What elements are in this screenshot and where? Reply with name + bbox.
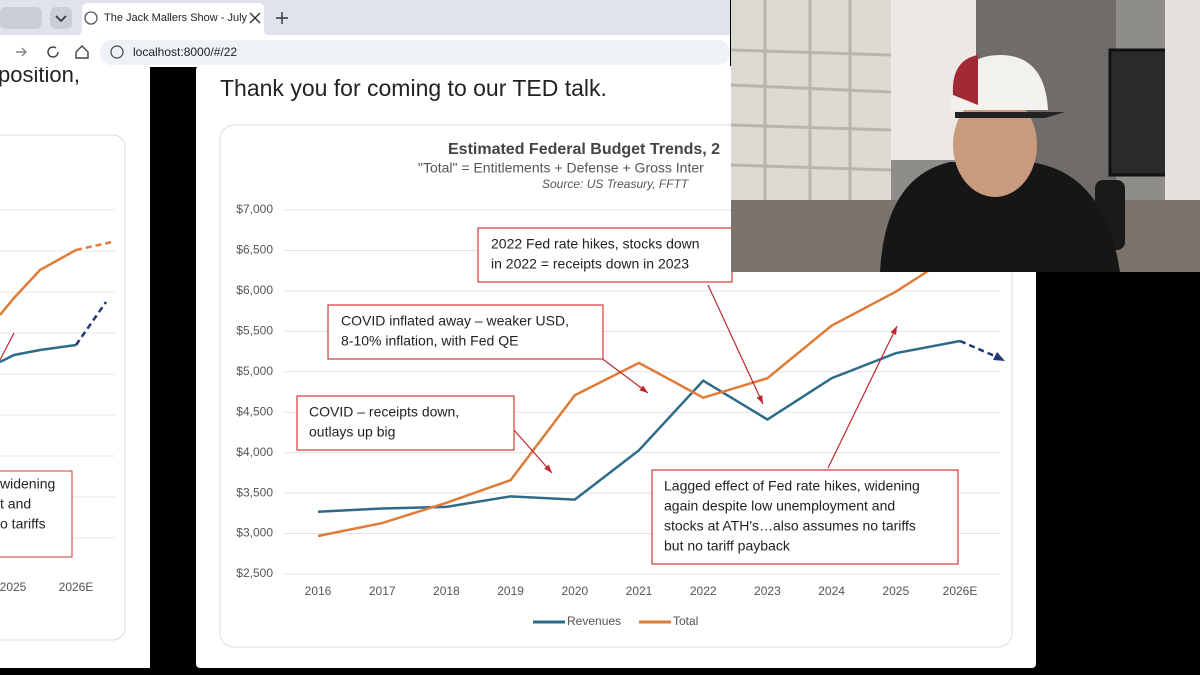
- annotation-arrow: [599, 356, 649, 394]
- annotation-box: [651, 469, 959, 565]
- chart-title: Estimated Federal Budget Trends, 2: [448, 141, 720, 158]
- annotation-text: 8-10% inflation, with Fed QE: [341, 333, 518, 349]
- y-tick-label: $4,500: [236, 404, 273, 418]
- left-annotation-text: widening: [0, 476, 55, 492]
- tab-group[interactable]: [0, 7, 42, 29]
- left-annotation-text: t and: [0, 496, 31, 512]
- x-tick-label: 2022: [690, 584, 717, 598]
- left-x-label: 2025: [0, 580, 27, 594]
- y-tick-label: $7,000: [236, 202, 273, 216]
- annotation-text: stocks at ATH's…also assumes no tariffs: [664, 518, 916, 534]
- new-tab[interactable]: [276, 12, 288, 24]
- tab-search-icon: [55, 15, 67, 23]
- annotation-text: Lagged effect of Fed rate hikes, widenin…: [664, 478, 920, 494]
- mirror: [1108, 48, 1172, 177]
- person-face: [953, 93, 1037, 197]
- annotation-text: but no tariff payback: [664, 538, 791, 554]
- annotation-box: [477, 227, 733, 283]
- annotation-text: COVID inflated away – weaker USD,: [341, 313, 569, 329]
- x-tick-label: 2017: [369, 584, 396, 598]
- annotation-arrowhead: [756, 395, 763, 404]
- y-tick-label: $6,000: [236, 283, 273, 297]
- y-tick-label: $5,500: [236, 324, 273, 338]
- left-arrow: [0, 332, 15, 361]
- url: localhost:8000/#/22: [133, 45, 237, 59]
- annotation-text: outlays up big: [309, 424, 395, 440]
- tab-search[interactable]: [50, 7, 72, 29]
- forward-button[interactable]: [16, 47, 27, 57]
- y-tick-label: $3,500: [236, 485, 273, 499]
- right-shelves: [1165, 0, 1200, 200]
- annotation-arrow: [513, 429, 553, 474]
- x-tick-label: 2026E: [943, 584, 978, 598]
- left-chart-card: [0, 134, 126, 641]
- x-tick-label: 2025: [882, 584, 909, 598]
- reload-button[interactable]: [47, 46, 59, 58]
- annotation-arrowhead: [890, 326, 897, 335]
- x-tick-label: 2021: [626, 584, 653, 598]
- tab-title: The Jack Mallers Show - July: [104, 12, 248, 24]
- chart-subtitle: "Total" = Entitlements + Defense + Gross…: [418, 160, 704, 176]
- slide-heading: Thank you for coming to our TED talk.: [220, 75, 607, 101]
- annotation-arrowhead: [544, 464, 552, 473]
- cap-side: [952, 55, 978, 105]
- annotation-box: [296, 395, 515, 451]
- annotation-text: again despite low unemployment and: [664, 498, 895, 514]
- x-tick-label: 2020: [561, 584, 588, 598]
- series-line: [317, 339, 961, 513]
- y-tick-label: $4,000: [236, 445, 273, 459]
- x-tick-label: 2016: [305, 584, 332, 598]
- x-tick-label: 2024: [818, 584, 845, 598]
- y-tick-label: $2,500: [236, 566, 273, 580]
- x-tick-label: 2019: [497, 584, 524, 598]
- left-revenue-line: [0, 343, 77, 364]
- y-tick-label: $3,000: [236, 526, 273, 540]
- series-line: [317, 249, 961, 538]
- address-bar[interactable]: [100, 40, 730, 65]
- webcam: [730, 0, 1200, 272]
- shelf-lines: [730, 0, 892, 230]
- legend-label: Revenues: [567, 614, 621, 628]
- person-shirt: [880, 162, 1120, 272]
- x-tick-label: 2023: [754, 584, 781, 598]
- cap-brim: [955, 112, 1065, 118]
- annotation-text: 2022 Fed rate hikes, stocks down: [491, 236, 700, 252]
- legend-label: Total: [673, 614, 698, 628]
- projection-arrow: [959, 339, 998, 359]
- y-tick-label: $5,000: [236, 364, 273, 378]
- annotation-arrowhead: [639, 385, 648, 393]
- left-slide: widening t and o tariffs 2025 2026E posi…: [0, 62, 150, 668]
- y-tick-label: $6,500: [236, 243, 273, 257]
- tab-favicon: [84, 11, 98, 25]
- left-total-line: [0, 248, 77, 316]
- annotation-text: in 2022 = receipts down in 2023: [491, 256, 689, 272]
- annotation-arrow: [707, 284, 764, 405]
- annotation-text: COVID – receipts down,: [309, 404, 459, 420]
- chart: Estimated Federal Budget Trends, 2 "Total…: [236, 141, 1005, 628]
- browser-chrome: The Jack Mallers Show - July localhost:8…: [0, 0, 730, 67]
- left-annotation-text: o tariffs: [0, 516, 46, 532]
- left-x-label: 2026E: [59, 580, 94, 594]
- tab-close[interactable]: [249, 12, 261, 24]
- home-button[interactable]: [75, 45, 89, 59]
- projection-arrowhead: [993, 352, 1005, 361]
- annotation-arrow: [827, 325, 898, 469]
- left-annotation-box: [0, 470, 73, 558]
- left-revenue-projection: [74, 301, 108, 346]
- chart-source: Source: US Treasury, FFTT: [542, 177, 690, 191]
- x-tick-label: 2018: [433, 584, 460, 598]
- left-total-projection: [75, 240, 113, 252]
- annotation-box: [327, 304, 604, 360]
- site-info[interactable]: [110, 45, 124, 59]
- active-tab[interactable]: [78, 3, 268, 35]
